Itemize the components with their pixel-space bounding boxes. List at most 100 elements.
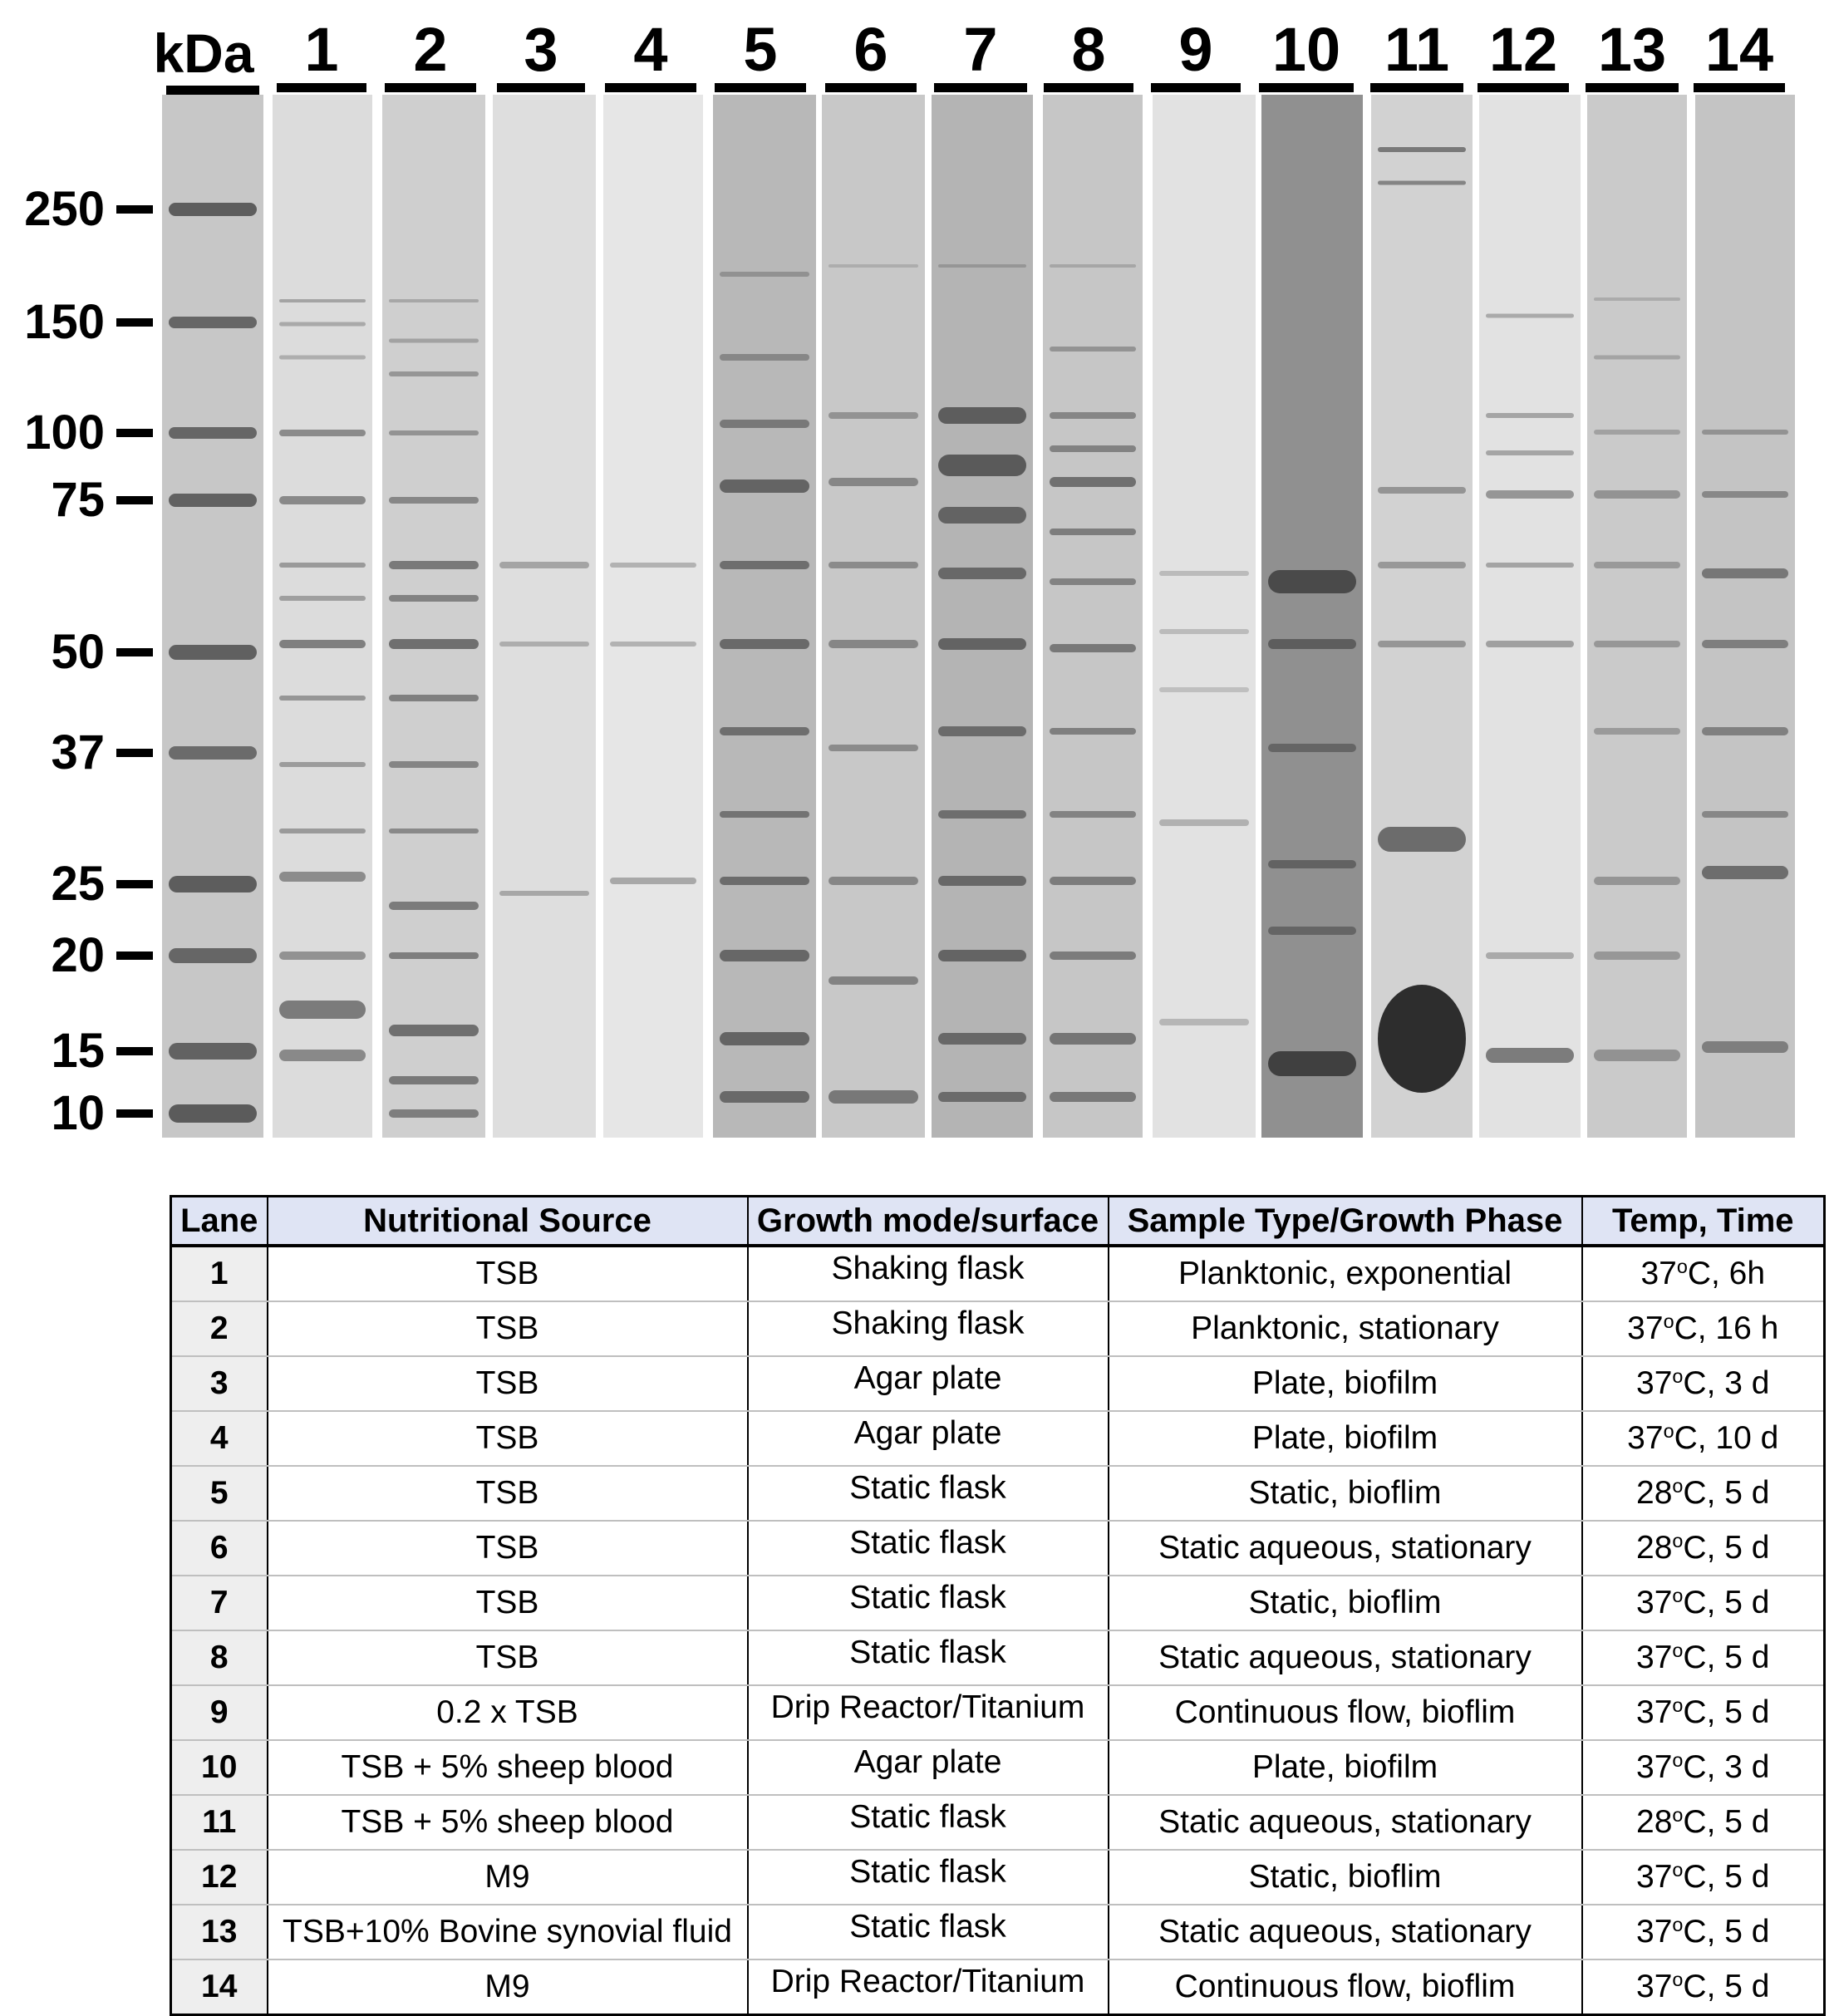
sample-type-cell: Static, bioflim — [1107, 1576, 1583, 1631]
table-row: 12 M9 Static flask Static, bioflim 37oC, 5 d — [170, 1850, 1826, 1905]
table-row: 7 TSB Static flask Static, bioflim 37oC, 5 d — [170, 1576, 1826, 1631]
lane-number-3: 3 — [524, 15, 558, 84]
nutritional-source-cell: TSB — [266, 1576, 749, 1631]
lane-image — [162, 95, 263, 1138]
gel-lane-14 — [1695, 95, 1795, 1138]
protein-band — [1268, 570, 1356, 593]
protein-band — [1486, 413, 1574, 418]
marker-tick-37 — [116, 749, 153, 757]
table-row: 5 TSB Static flask Static, bioflim 28oC, 5 d — [170, 1466, 1826, 1522]
protein-band — [279, 430, 366, 436]
protein-band — [1050, 1033, 1136, 1045]
protein-band — [938, 950, 1026, 961]
lane-cell: 12 — [170, 1850, 268, 1905]
protein-band — [828, 745, 918, 751]
lane-background — [1153, 95, 1256, 1138]
kda-underline — [166, 86, 259, 95]
gel-lane-1 — [273, 95, 372, 1138]
lane-number-7: 7 — [963, 15, 998, 84]
lane-cell: 6 — [170, 1521, 268, 1576]
growth-mode-cell: Static flask — [746, 1795, 1109, 1851]
lane-background — [493, 95, 596, 1138]
growth-mode-cell: Static flask — [746, 1521, 1109, 1576]
lane-image — [493, 95, 596, 1138]
protein-band — [828, 562, 918, 568]
degree-symbol: o — [1672, 1914, 1684, 1936]
lane-number-4: 4 — [633, 15, 668, 84]
gel-lane-2 — [382, 95, 485, 1138]
time-value: C, 3 d — [1683, 1749, 1770, 1785]
protein-band — [1050, 728, 1136, 735]
temperature-value: 37 — [1627, 1420, 1664, 1456]
protein-band — [828, 976, 918, 985]
protein-band — [938, 407, 1026, 424]
protein-band — [938, 1092, 1026, 1102]
protein-band — [499, 891, 589, 896]
degree-symbol: o — [1672, 1640, 1684, 1662]
table-row: 1 TSB Shaking flask Planktonic, exponential… — [170, 1246, 1826, 1302]
temperature-value: 37 — [1636, 1640, 1673, 1675]
lane-underline-1 — [277, 83, 366, 92]
protein-band — [1486, 450, 1574, 455]
time-value: C, 5 d — [1683, 1640, 1770, 1675]
lane-number-6: 6 — [853, 15, 888, 84]
temp-time-cell: 37oC, 10 d — [1581, 1411, 1826, 1467]
protein-band — [389, 497, 479, 504]
lane-underline-3 — [497, 83, 585, 92]
temperature-value: 37 — [1636, 1969, 1673, 2004]
degree-symbol: o — [1672, 1694, 1684, 1717]
gel-lane-5 — [713, 95, 816, 1138]
table-row: 8 TSB Static flask Static aqueous, stationa… — [170, 1630, 1826, 1686]
protein-band — [279, 1001, 366, 1019]
temperature-value: 37 — [1636, 1694, 1673, 1730]
lane-underline-2 — [385, 83, 476, 92]
protein-band — [1050, 1092, 1136, 1102]
table-row: 3 TSB Agar plate Plate, biofilm 37oC, 3 d — [170, 1356, 1826, 1412]
protein-band — [169, 203, 257, 216]
protein-band — [169, 427, 257, 439]
header-nutritional-source: Nutritional Source — [266, 1195, 749, 1247]
protein-band — [720, 561, 809, 569]
table-row: 14 M9 Drip Reactor/Titanium Continuous flow… — [170, 1959, 1826, 2016]
protein-band — [389, 639, 479, 649]
protein-band — [828, 640, 918, 648]
gel-lane-12 — [1479, 95, 1581, 1138]
degree-symbol: o — [1672, 1749, 1684, 1772]
protein-band — [1594, 877, 1680, 885]
lane-underline-4 — [605, 83, 696, 92]
marker-tick-100 — [116, 429, 153, 437]
lane-background — [1043, 95, 1143, 1138]
time-value: C, 3 d — [1683, 1365, 1770, 1401]
protein-band — [720, 1032, 809, 1045]
protein-band — [1594, 297, 1680, 301]
protein-band — [389, 829, 479, 833]
temp-time-cell: 37oC, 5 d — [1581, 1630, 1826, 1686]
protein-band — [720, 811, 809, 818]
protein-band — [610, 563, 696, 568]
time-value: C, 16 h — [1674, 1310, 1779, 1346]
temp-time-cell: 37oC, 5 d — [1581, 1576, 1826, 1631]
marker-label-20: 20 — [51, 928, 105, 982]
protein-band — [1378, 827, 1466, 852]
lane-cell: 13 — [170, 1905, 268, 1960]
temperature-value: 37 — [1636, 1859, 1673, 1895]
time-value: C, 5 d — [1683, 1530, 1770, 1566]
protein-band — [938, 568, 1026, 579]
sample-type-cell: Static aqueous, stationary — [1107, 1795, 1583, 1851]
growth-mode-cell: Static flask — [746, 1850, 1109, 1905]
sample-type-cell: Planktonic, exponential — [1107, 1246, 1583, 1302]
protein-band — [1268, 860, 1356, 868]
growth-mode-cell: Agar plate — [746, 1740, 1109, 1796]
header-lane: Lane — [170, 1195, 268, 1247]
protein-band — [1268, 927, 1356, 935]
degree-symbol: o — [1672, 1804, 1684, 1827]
header-growth-mode: Growth mode/surface — [746, 1195, 1109, 1247]
temperature-value: 28 — [1636, 1804, 1673, 1840]
protein-band — [1702, 430, 1788, 435]
protein-band — [279, 640, 366, 648]
nutritional-source-cell: TSB+10% Bovine synovial fluid — [266, 1905, 749, 1960]
gel-lane-3 — [493, 95, 596, 1138]
temperature-value: 37 — [1636, 1914, 1673, 1950]
lane-underline-11 — [1370, 83, 1463, 92]
protein-band — [169, 645, 257, 660]
